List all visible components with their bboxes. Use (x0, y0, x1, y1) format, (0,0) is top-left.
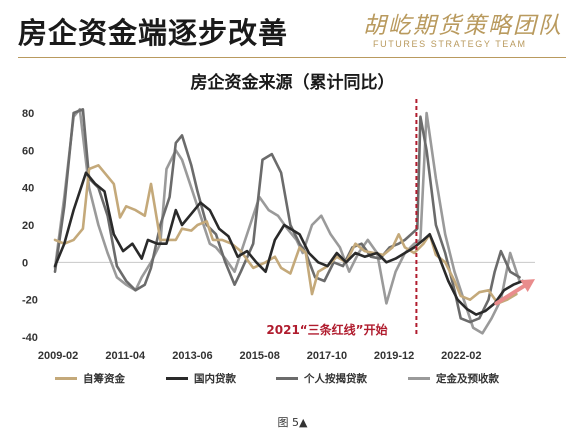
x-tick-label: 2011-04 (105, 350, 146, 362)
x-tick-label: 2009-02 (38, 350, 78, 362)
legend-swatch (276, 377, 298, 380)
series-line-3 (53, 108, 521, 335)
recovery-arrow-head (520, 279, 535, 292)
legend-item-mortgage: 个人按揭贷款 (276, 371, 367, 386)
slide-title: 房企资金端逐步改善 (18, 16, 289, 50)
series-line-1 (53, 171, 524, 316)
legend-item-deposits: 定金及预收款 (408, 371, 499, 386)
legend-swatch (55, 377, 77, 380)
y-tick-label: 40 (22, 183, 34, 195)
legend-label: 自筹资金 (83, 373, 125, 385)
y-tick-label: 20 (22, 220, 34, 232)
chart-title: 房企资金来源（累计同比） (190, 73, 395, 93)
y-tick-label: -20 (22, 295, 38, 307)
brand-logo-text: 胡屹期货策略团队 (363, 13, 563, 39)
header-divider (18, 57, 566, 58)
legend-label: 个人按揭贷款 (304, 373, 367, 385)
recovery-arrow-shaft (494, 282, 529, 306)
y-tick-label: -40 (22, 332, 38, 344)
series-line-2 (53, 108, 521, 324)
x-tick-label: 2022-02 (441, 350, 481, 362)
policy-start-label: 2021“三条红线”开始 (266, 322, 387, 337)
y-tick-label: 0 (22, 257, 28, 269)
legend-item-domestic-loans: 国内贷款 (166, 371, 236, 386)
x-tick-label: 2019-12 (374, 350, 414, 362)
chart-legend: 自筹资金 国内贷款 个人按揭贷款 定金及预收款 (0, 371, 585, 387)
x-tick-label: 2015-08 (240, 350, 280, 362)
legend-item-self-raised: 自筹资金 (55, 371, 125, 386)
x-tick-label: 2017-10 (307, 350, 347, 362)
legend-swatch (166, 377, 188, 380)
brand-logo-subtitle: FUTURES STRATEGY TEAM (373, 39, 527, 49)
x-tick-label: 2013-06 (172, 350, 212, 362)
legend-label: 国内贷款 (194, 373, 236, 385)
legend-swatch (408, 377, 430, 380)
series-line-0 (53, 164, 518, 305)
y-tick-label: 60 (22, 145, 34, 157)
y-tick-label: 80 (22, 108, 34, 120)
legend-label: 定金及预收款 (436, 373, 499, 385)
figure-caption: 图 5▲ (277, 416, 308, 429)
